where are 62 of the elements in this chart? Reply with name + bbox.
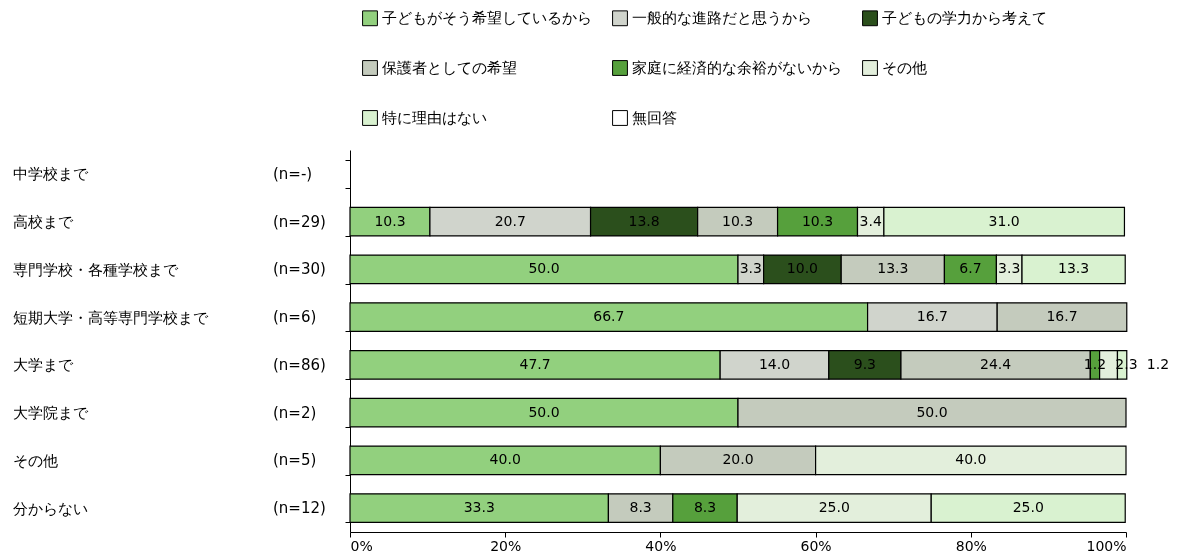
data-label: 50.0 [916,403,948,420]
y-tick-label: 大学院まで [12,404,89,423]
x-tick-label: 80% [955,537,987,554]
data-label: 10.0 [786,260,818,277]
data-label: 3.3 [998,260,1021,277]
data-label: 25.0 [1012,499,1044,516]
text: (n=12) [273,499,326,518]
x-tick-label: 100% [1086,537,1127,554]
text: (n=29) [273,212,326,231]
y-tick-label: 中学校まで [12,165,89,184]
data-label: 40.0 [489,451,521,468]
legend-label: 子どもの学力から考えて [882,9,1047,28]
legend-label: 一般的な進路だと思うから [632,9,812,28]
data-label: 10.3 [722,212,754,229]
data-label: 8.3 [693,499,717,516]
data-label: 1.2 [1146,355,1170,372]
legend-label: 子どもがそう希望しているから [382,9,592,28]
data-label: 25.0 [818,499,850,516]
data-label: 13.8 [628,212,660,229]
legend-label: 家庭に経済的な余裕がないから [632,59,842,77]
legend-label: 保護者としての希望 [382,59,517,77]
data-label: 10.3 [801,212,834,229]
data-label: 20.0 [722,451,754,468]
data-label: 24.4 [980,355,1012,372]
y-tick-label: 専門学校・各種学校まで [12,260,179,279]
y-tick-label: 分からない [12,499,88,518]
legend-label: 特に理由はない [382,109,487,127]
data-label: 47.7 [519,355,551,372]
data-label: 33.3 [463,499,495,516]
data-label: 16.7 [916,308,948,325]
text: (n=2) [273,403,317,422]
data-label: 6.7 [959,260,982,277]
text: (n=6) [273,308,317,327]
legend-label: その他 [882,59,927,77]
data-label: 10.3 [374,212,406,229]
data-label: 66.7 [593,308,625,325]
x-tick-label: 40% [645,537,677,554]
text: (n=5) [273,451,317,470]
data-label: 50.0 [528,403,560,420]
text: (n=86) [273,355,326,374]
data-label: 14.0 [758,355,791,372]
data-label: 13.3 [877,260,909,277]
data-label: 3.4 [859,212,882,229]
y-tick-label: その他 [12,451,58,470]
legend-label: 無回答 [632,109,677,127]
text: (n=-) [273,164,313,183]
data-label: 8.3 [629,499,652,516]
x-tick-label: 20% [490,537,522,554]
data-label: 40.0 [955,451,987,468]
data-label: 9.3 [853,355,877,372]
x-tick-label: 60% [800,537,832,554]
data-label: 50.0 [528,260,560,277]
text: (n=30) [273,260,326,279]
y-tick-label: 高校まで [12,213,74,232]
data-label: 20.7 [494,212,526,229]
data-label: 31.0 [988,212,1020,229]
x-tick-label: 0% [350,537,373,554]
data-label: 3.3 [739,260,762,277]
y-tick-label: 大学まで [12,356,74,375]
y-tick-label: 短期大学・高等専門学校まで [12,308,209,327]
data-label: 13.3 [1058,260,1090,277]
data-label: 16.7 [1046,308,1078,325]
